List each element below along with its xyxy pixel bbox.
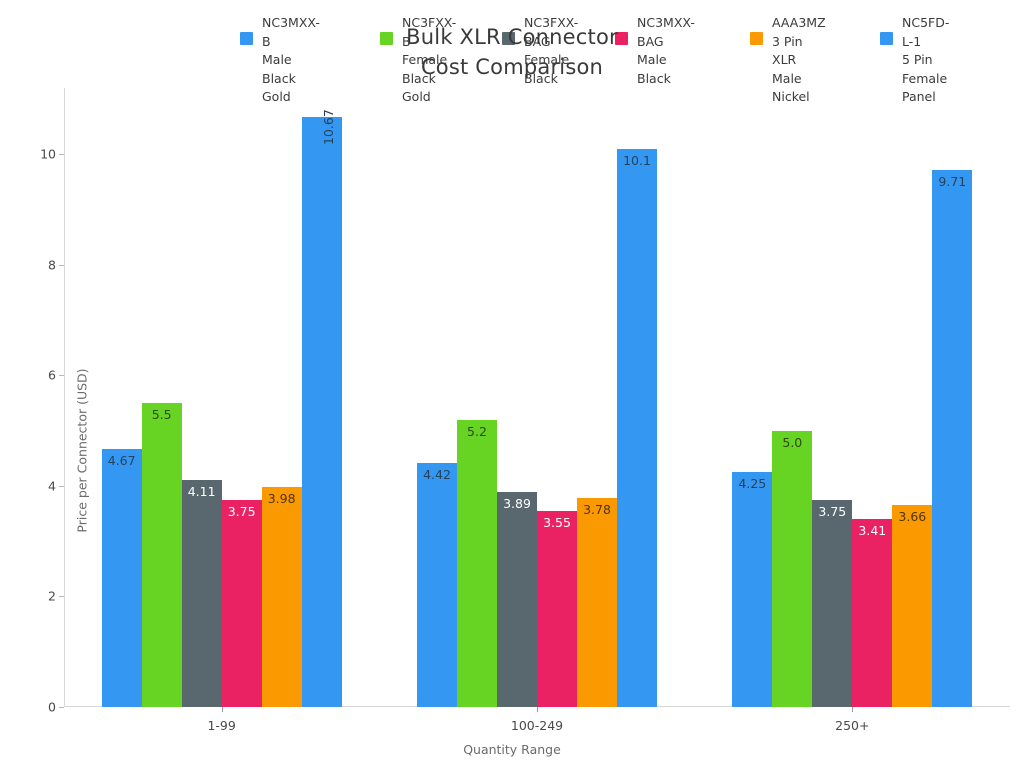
- bar-value-label: 5.5: [151, 407, 172, 423]
- chart-legend: NC3MXX-B Male Black Gold NC3FXX-B Female …: [240, 14, 1024, 104]
- bar-value-label: 5.2: [467, 423, 487, 439]
- x-axis-tick-mark: [537, 707, 538, 712]
- bar[interactable]: 3.66: [892, 504, 933, 707]
- legend-swatch-icon: [240, 32, 253, 45]
- bar-value-label: 4.42: [423, 466, 451, 482]
- y-axis-tick-label: 6: [48, 367, 56, 383]
- y-axis-tick-label: 2: [48, 588, 56, 604]
- x-axis-tick-label: 250+: [835, 718, 870, 733]
- bar-value-label: 9.71: [938, 174, 967, 190]
- y-axis-line: [64, 88, 65, 707]
- bar[interactable]: 5.5: [141, 403, 182, 707]
- bar-value-label: 3.66: [898, 508, 927, 524]
- y-axis-tick-mark: [59, 707, 64, 708]
- y-axis-tick-label: 10: [40, 146, 56, 162]
- y-axis-title: Price per Connector (USD): [74, 368, 90, 533]
- bar-value-label: 3.89: [503, 496, 531, 512]
- x-axis-tick-mark: [221, 707, 223, 712]
- x-axis-tick-label: 100-249: [510, 718, 564, 733]
- legend-item-label: AAA3MZ 3 Pin XLR Male Nickel: [772, 15, 826, 104]
- bar-value-label: 4.25: [738, 476, 767, 492]
- bar-value-label: 3.75: [227, 503, 256, 519]
- x-axis-tick-mark: [852, 707, 854, 712]
- plot-area: 0 2 4 6 8 10 1-99 100-249 250+ 4.67 5.5 4.11 3.75 3…: [40, 88, 1010, 733]
- legend-swatch-icon: [615, 32, 628, 45]
- y-axis-tick-mark: [59, 596, 64, 598]
- bar-value-label: 3.98: [267, 491, 296, 507]
- y-axis-tick-mark: [59, 154, 64, 156]
- bar[interactable]: 9.71: [932, 170, 973, 707]
- y-axis-tick-mark: [59, 375, 64, 377]
- y-axis-tick-label: 0: [48, 699, 56, 715]
- bar[interactable]: 4.67: [101, 448, 142, 707]
- bar[interactable]: 5.2: [457, 419, 497, 707]
- bar[interactable]: 3.41: [852, 518, 893, 707]
- legend-item-label: NC3FXX-B Female Black Gold: [402, 15, 457, 104]
- legend-item-label: NC3MXX-B Male Black Gold: [262, 15, 320, 104]
- bar-value-label: 3.41: [858, 522, 887, 538]
- bar[interactable]: 10.67: [301, 109, 342, 707]
- bar-value-label: 10.67: [320, 109, 336, 146]
- y-axis-tick-mark: [59, 485, 64, 487]
- bar-value-label: 4.67: [107, 452, 136, 468]
- bar[interactable]: 4.25: [732, 472, 773, 707]
- x-axis-tick-label: 1-99: [207, 718, 236, 733]
- bar-value-label: 4.11: [187, 483, 216, 499]
- bar[interactable]: 3.98: [261, 487, 302, 707]
- bar[interactable]: 5.0: [772, 430, 813, 707]
- legend-item-label: NC5FD-L-1 5 Pin Female Panel: [902, 15, 950, 104]
- y-axis-tick-label: 8: [48, 257, 56, 273]
- bar[interactable]: 4.42: [417, 462, 457, 707]
- bar[interactable]: 3.78: [577, 498, 617, 707]
- legend-item-label: NC3MXX-BAG Male Black: [637, 15, 695, 86]
- bar-value-label: 3.75: [818, 503, 847, 519]
- bar-value-label: 3.55: [543, 514, 571, 530]
- legend-swatch-icon: [750, 32, 763, 45]
- x-axis-title: Quantity Range: [463, 742, 561, 757]
- bar[interactable]: 10.1: [617, 148, 657, 707]
- legend-swatch-icon: [380, 32, 393, 45]
- legend-swatch-icon: [880, 32, 893, 45]
- legend-item-label: NC3FXX-BAG Female Black: [524, 15, 579, 86]
- bar-value-label: 5.0: [782, 434, 803, 450]
- bar-value-label: 10.1: [623, 152, 651, 168]
- bar[interactable]: 3.75: [221, 499, 262, 707]
- bar-value-label: 3.78: [583, 502, 611, 518]
- bar[interactable]: 3.89: [497, 492, 537, 707]
- bar[interactable]: 3.55: [537, 510, 577, 707]
- bar[interactable]: 3.75: [812, 499, 853, 707]
- y-axis-tick-mark: [59, 264, 64, 266]
- legend-swatch-icon: [502, 32, 515, 45]
- y-axis-tick-label: 4: [48, 478, 56, 494]
- bar[interactable]: 4.11: [181, 479, 222, 707]
